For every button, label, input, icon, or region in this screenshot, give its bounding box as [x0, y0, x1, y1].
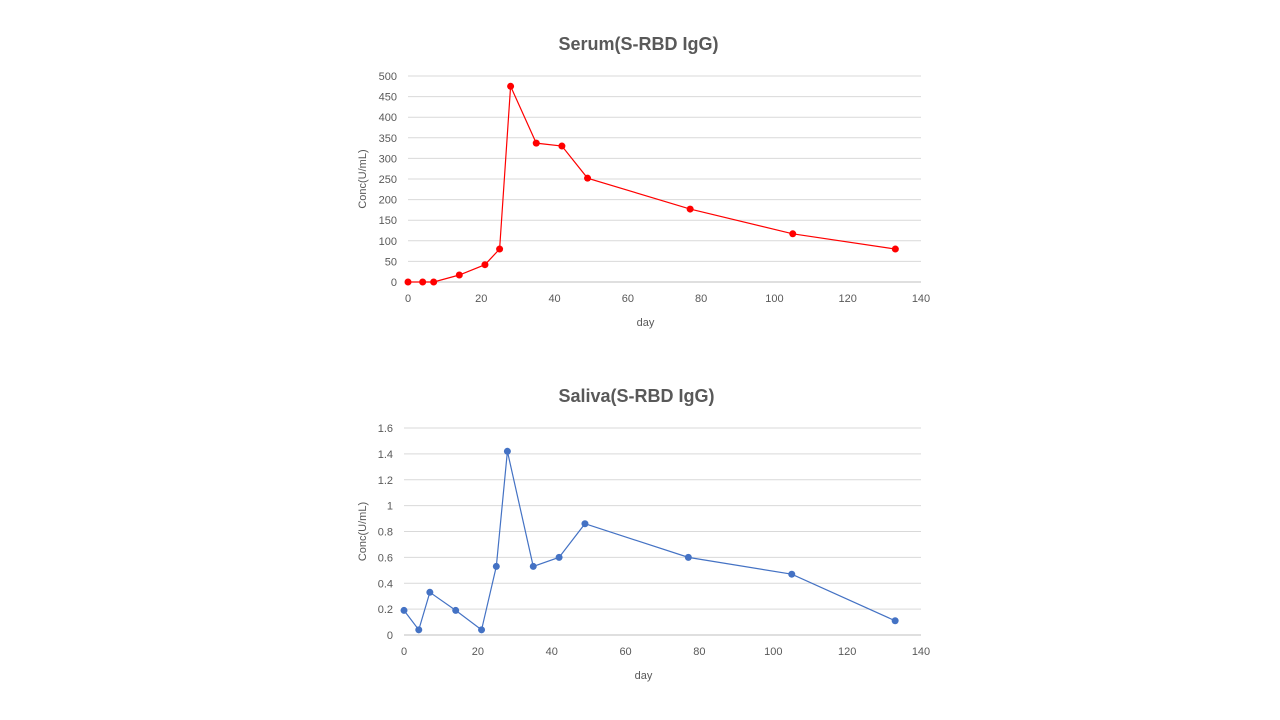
y-tick-label: 500	[379, 71, 397, 83]
y-tick-label: 100	[379, 236, 397, 248]
chart-title: Serum(S-RBD IgG)	[558, 34, 718, 54]
chart-title: Saliva(S-RBD IgG)	[558, 386, 714, 406]
y-tick-label: 250	[379, 174, 397, 186]
y-tick-label: 300	[379, 153, 397, 165]
x-tick-label: 140	[912, 646, 930, 658]
x-tick-label: 60	[619, 646, 631, 658]
y-tick-label: 0	[387, 630, 393, 642]
data-point	[555, 553, 563, 561]
x-tick-label: 80	[693, 646, 705, 658]
chart-serum: Serum(S-RBD IgG)050100150200250300350400…	[357, 34, 930, 329]
data-point	[507, 82, 515, 90]
x-tick-label: 40	[546, 646, 558, 658]
data-point	[529, 562, 537, 570]
x-tick-label: 20	[475, 293, 487, 305]
data-point	[891, 617, 899, 625]
data-point	[581, 520, 589, 528]
x-tick-label: 60	[622, 293, 634, 305]
y-tick-label: 150	[379, 215, 397, 227]
y-tick-label: 400	[379, 112, 397, 124]
x-axis-label: day	[637, 317, 655, 329]
data-point	[419, 278, 427, 286]
data-point	[503, 447, 511, 455]
y-tick-label: 0.4	[378, 578, 393, 590]
x-tick-label: 120	[838, 646, 856, 658]
chart-saliva: Saliva(S-RBD IgG) 0 0.2 0.4 0.6 0.8 1 1.2 1.4 1.6…	[357, 386, 930, 682]
y-tick-label: 0.6	[378, 552, 393, 564]
y-tick-label: 1.4	[378, 449, 393, 461]
data-point	[686, 205, 694, 213]
data-point	[788, 570, 796, 578]
series-line	[408, 86, 896, 283]
data-point	[684, 553, 692, 561]
y-tick-label: 0	[391, 277, 397, 289]
y-tick-label: 0.8	[378, 527, 393, 539]
y-tick-label: 1.6	[378, 423, 393, 435]
data-point	[415, 626, 423, 634]
data-point	[532, 139, 540, 147]
y-axis-label: Conc(U/mL)	[357, 502, 369, 561]
y-axis-label: Conc(U/mL)	[357, 149, 369, 208]
data-point	[584, 174, 592, 182]
data-point	[455, 271, 463, 279]
data-point	[789, 230, 797, 238]
data-point	[426, 588, 434, 596]
data-point	[496, 245, 504, 253]
y-tick-label: 1	[387, 501, 393, 513]
data-point	[430, 278, 438, 286]
y-tick-label: 1.2	[378, 475, 393, 487]
data-point	[452, 606, 460, 614]
data-point	[492, 562, 500, 570]
data-point	[478, 626, 486, 634]
data-point	[400, 606, 408, 614]
data-point	[558, 142, 566, 150]
x-tick-label: 140	[912, 293, 930, 305]
x-tick-label: 100	[765, 293, 783, 305]
x-axis-label: day	[635, 670, 653, 682]
x-tick-label: 40	[548, 293, 560, 305]
x-tick-label: 20	[472, 646, 484, 658]
series-line	[403, 451, 896, 632]
x-tick-label: 80	[695, 293, 707, 305]
data-point	[481, 261, 489, 269]
y-tick-label: 50	[385, 256, 397, 268]
data-point	[891, 245, 899, 253]
x-tick-label: 100	[764, 646, 782, 658]
y-tick-label: 200	[379, 195, 397, 207]
x-tick-label: 0	[405, 293, 411, 305]
x-tick-label: 120	[839, 293, 857, 305]
y-tick-label: 350	[379, 133, 397, 145]
x-tick-label: 0	[401, 646, 407, 658]
y-tick-label: 0.2	[378, 604, 393, 616]
y-tick-label: 450	[379, 92, 397, 104]
data-point	[404, 278, 412, 286]
